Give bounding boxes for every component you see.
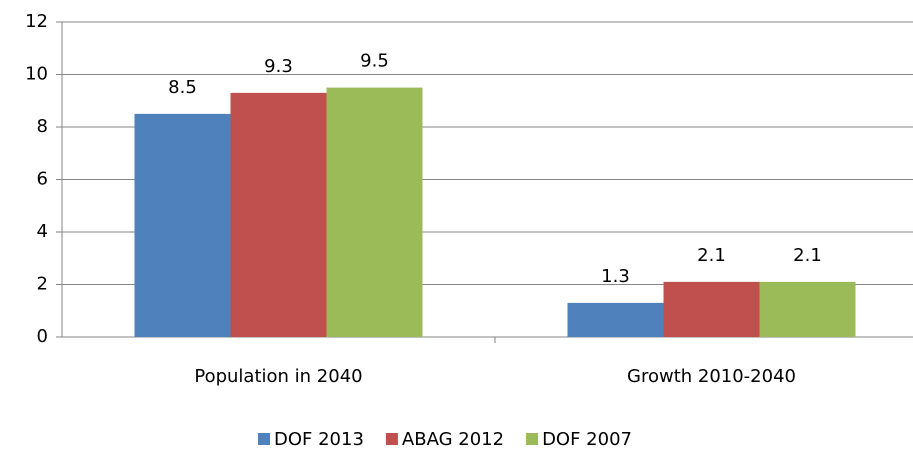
data-label: 2.1: [793, 245, 822, 266]
y-tick-label: 4: [37, 221, 48, 242]
legend-swatch: [385, 433, 398, 445]
legend-label: ABAG 2012: [402, 429, 504, 450]
y-tick-label: 12: [25, 11, 48, 32]
bar: [326, 87, 423, 337]
legend-swatch: [258, 433, 270, 445]
data-label: 1.3: [601, 266, 630, 287]
y-tick-label: 10: [25, 64, 48, 85]
y-tick-label: 8: [37, 116, 48, 137]
y-tick-label: 2: [37, 274, 48, 295]
legend-label: DOF 2013: [274, 429, 364, 450]
y-tick-label: 0: [37, 326, 48, 347]
legend-label: DOF 2007: [542, 429, 632, 450]
legend-swatch: [526, 433, 539, 445]
x-tick-label: Growth 2010-2040: [627, 366, 796, 387]
bar: [759, 281, 856, 337]
data-label: 8.5: [168, 77, 197, 98]
bar: [567, 302, 664, 337]
x-tick-label: Population in 2040: [194, 366, 362, 387]
bar: [230, 92, 327, 337]
data-label: 9.5: [360, 51, 389, 72]
data-label: 9.3: [264, 56, 293, 77]
bar: [663, 281, 760, 337]
y-tick-label: 6: [37, 169, 48, 190]
data-label: 2.1: [697, 245, 726, 266]
bar: [134, 113, 231, 337]
